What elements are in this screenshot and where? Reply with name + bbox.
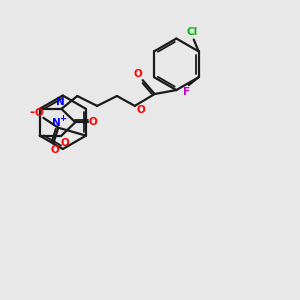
Text: N: N <box>52 118 61 128</box>
Text: O: O <box>89 117 98 127</box>
Text: O: O <box>60 138 69 148</box>
Text: O: O <box>51 145 60 154</box>
Text: Cl: Cl <box>186 27 197 37</box>
Text: -: - <box>29 106 34 119</box>
Text: N: N <box>56 97 65 107</box>
Text: O: O <box>34 108 43 118</box>
Text: F: F <box>183 87 190 97</box>
Text: O: O <box>134 69 142 79</box>
Text: O: O <box>136 105 145 115</box>
Text: +: + <box>59 114 66 123</box>
